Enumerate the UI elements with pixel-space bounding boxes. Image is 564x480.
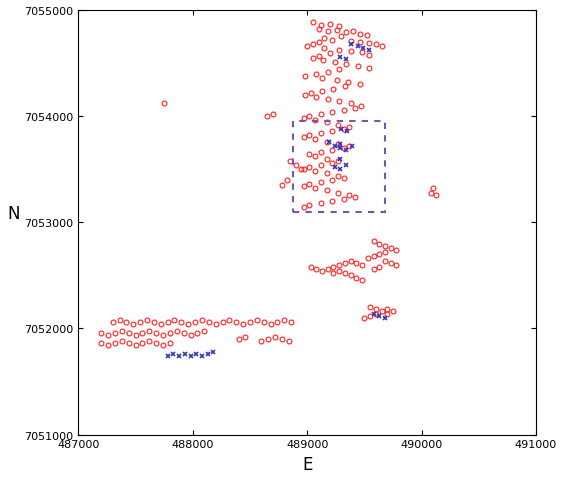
Bar — [293, 122, 385, 212]
Y-axis label: N: N — [7, 205, 19, 223]
X-axis label: E: E — [302, 455, 312, 473]
